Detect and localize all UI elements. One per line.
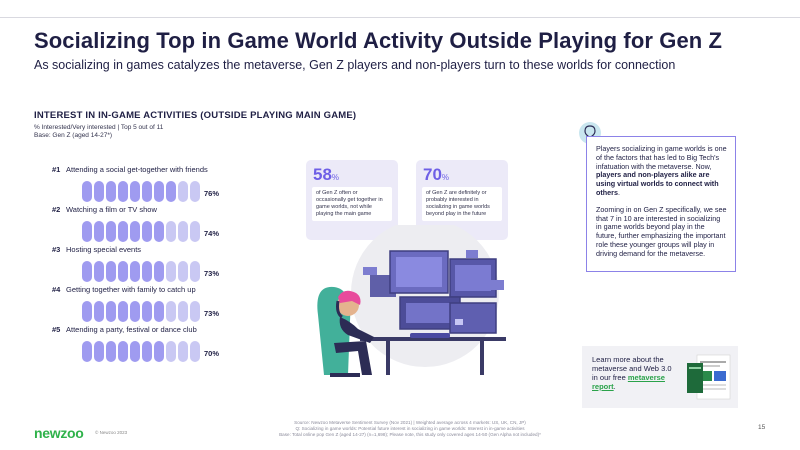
activity-rank: #3 <box>52 245 61 254</box>
interest-pill <box>106 261 116 282</box>
interest-pill <box>94 341 104 362</box>
stat-value: 70% <box>423 165 450 184</box>
interest-pill <box>154 221 164 242</box>
activity-value: 74% <box>204 229 220 238</box>
section-subtitle-base: Base: Gen Z (aged 14-27*) <box>34 132 113 139</box>
interest-pill <box>190 301 200 322</box>
report-promo: Learn more about the metaverse and Web 3… <box>582 346 738 408</box>
interest-pill <box>118 181 128 202</box>
newzoo-logo: newzoo <box>34 425 84 441</box>
interest-pill <box>142 181 152 202</box>
page-title: Socializing Top in Game World Activity O… <box>34 28 723 53</box>
interest-pill <box>166 261 176 282</box>
interest-pill <box>178 301 188 322</box>
interest-pill <box>118 301 128 322</box>
interest-pill <box>142 261 152 282</box>
activity-item: #4 Getting together with family to catch… <box>52 285 232 335</box>
top-divider <box>0 17 800 18</box>
interest-pill <box>106 221 116 242</box>
interest-pill <box>178 221 188 242</box>
interest-pill <box>94 221 104 242</box>
interest-pill <box>82 181 92 202</box>
stat-description: of Gen Z often or occasionally get toget… <box>312 187 392 221</box>
interest-pill <box>106 181 116 202</box>
interest-pill-bar <box>82 261 200 282</box>
interest-pill <box>166 221 176 242</box>
interest-pill <box>166 181 176 202</box>
stat-value: 58% <box>313 165 340 184</box>
interest-pill <box>154 341 164 362</box>
interest-pill <box>130 261 140 282</box>
interest-pill <box>106 301 116 322</box>
activity-value: 76% <box>204 189 220 198</box>
stat-description: of Gen Z are definitely or probably inte… <box>422 187 502 221</box>
interest-pill <box>130 341 140 362</box>
activity-value: 73% <box>204 269 220 278</box>
insight-callout: Players socializing in game worlds is on… <box>586 136 736 272</box>
activity-value: 70% <box>204 349 220 358</box>
interest-pill <box>94 301 104 322</box>
activity-value: 73% <box>204 309 220 318</box>
activity-item: #5 Attending a party, festival or dance … <box>52 325 232 375</box>
interest-pill <box>94 261 104 282</box>
interest-pill <box>190 261 200 282</box>
interest-pill <box>154 261 164 282</box>
interest-pill <box>94 181 104 202</box>
activity-item: #1 Attending a social get-together with … <box>52 165 232 215</box>
activity-rank: #2 <box>52 205 61 214</box>
interest-pill <box>130 221 140 242</box>
activity-label: Attending a party, festival or dance clu… <box>66 325 197 334</box>
metaverse-report-link[interactable]: metaverse report <box>592 373 665 391</box>
interest-pill <box>190 341 200 362</box>
source-note: Source: Newzoo Metaverse Sentiment Surve… <box>279 420 541 437</box>
interest-pill <box>178 341 188 362</box>
activity-label: Watching a film or TV show <box>66 205 157 214</box>
interest-pill <box>82 341 92 362</box>
interest-pill <box>106 341 116 362</box>
interest-pill <box>82 301 92 322</box>
activity-rank: #5 <box>52 325 61 334</box>
interest-pill <box>166 341 176 362</box>
interest-pill <box>130 301 140 322</box>
copyright: © Newzoo 2023 <box>95 430 128 435</box>
interest-pill <box>178 181 188 202</box>
activity-rank: #1 <box>52 165 61 174</box>
interest-pill <box>118 261 128 282</box>
interest-pill <box>154 301 164 322</box>
callout-paragraph: Zooming in on Gen Z specifically, we see… <box>596 204 727 258</box>
interest-pill-bar <box>82 181 200 202</box>
interest-pill <box>118 341 128 362</box>
section-title: INTEREST IN IN-GAME ACTIVITIES (OUTSIDE … <box>34 110 357 121</box>
interest-pill <box>190 181 200 202</box>
activity-item: #2 Watching a film or TV show 74% <box>52 205 232 255</box>
interest-pill <box>178 261 188 282</box>
interest-pill <box>82 261 92 282</box>
report-cover-thumbnail[interactable] <box>685 353 731 401</box>
interest-pill-bar <box>82 301 200 322</box>
activity-item: #3 Hosting special events 73% <box>52 245 232 295</box>
interest-pill <box>82 221 92 242</box>
activity-label: Attending a social get-together with fri… <box>66 165 208 174</box>
interest-pill <box>190 221 200 242</box>
gamer-illustration <box>317 225 506 377</box>
interest-pill <box>154 181 164 202</box>
promo-text: Learn more about the metaverse and Web 3… <box>592 355 672 391</box>
interest-pill <box>166 301 176 322</box>
stat-card: 58% of Gen Z often or occasionally get t… <box>306 160 398 240</box>
interest-pill-bar <box>82 221 200 242</box>
interest-pill <box>118 221 128 242</box>
page-subtitle: As socializing in games catalyzes the me… <box>34 58 676 72</box>
callout-paragraph: Players socializing in game worlds is on… <box>596 144 727 197</box>
page-number: 15 <box>758 424 766 431</box>
interest-pill <box>142 221 152 242</box>
section-subtitle-metric: % Interested/Very interested | Top 5 out… <box>34 124 164 131</box>
interest-pill <box>130 181 140 202</box>
activity-label: Hosting special events <box>66 245 142 254</box>
activity-rank: #4 <box>52 285 61 294</box>
interest-pill <box>142 301 152 322</box>
interest-pill <box>142 341 152 362</box>
activity-label: Getting together with family to catch up <box>66 285 196 294</box>
interest-pill-bar <box>82 341 200 362</box>
